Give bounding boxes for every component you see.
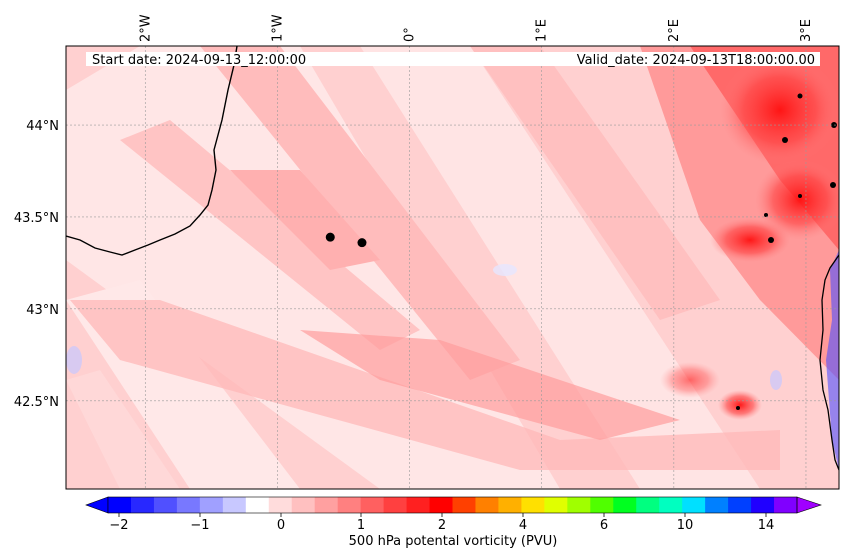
colorbar-segment	[199, 497, 224, 513]
colorbar-segment	[245, 497, 270, 513]
colorbar-segment	[337, 497, 362, 513]
station-marker	[357, 238, 367, 248]
colorbar-segment	[544, 497, 568, 513]
colorbar-tick-label: 14	[758, 518, 775, 533]
colorbar-segment	[705, 497, 729, 513]
colorbar-extend-max	[796, 496, 822, 514]
colorbar-segment	[774, 497, 798, 513]
colorbar-segment	[383, 497, 408, 513]
colorbar-segment	[567, 497, 591, 513]
colorbar-segment	[176, 497, 201, 513]
graticule	[66, 46, 839, 489]
colorbar-segment	[636, 497, 660, 513]
latitude-labels: 44°N 43.5°N 43°N 42.5°N	[14, 119, 59, 410]
colorbar-tick-label: −2	[109, 518, 128, 533]
colorbar-tick-label: 0	[277, 518, 285, 533]
valid-date-label: Valid_date: 2024-09-13T18:00:00.00	[577, 53, 815, 68]
colorbar-extend-min	[85, 496, 109, 514]
colorbar-segment	[613, 497, 637, 513]
colorbar-tick-label: 2	[438, 518, 446, 533]
longitude-label: 2°E	[667, 19, 682, 42]
latitude-label: 42.5°N	[14, 395, 59, 410]
colorbar-segment	[268, 497, 293, 513]
map-frame	[65, 45, 840, 490]
station-markers	[325, 232, 367, 248]
longitude-labels: 2°W 1°W 0° 1°E 2°E 3°E	[138, 14, 814, 42]
colorbar-segment	[314, 497, 339, 513]
longitude-label: 1°W	[270, 14, 285, 42]
latitude-label: 43°N	[26, 303, 59, 318]
colorbar-segment	[682, 497, 706, 513]
colorbar-segment	[498, 497, 522, 513]
longitude-label: 0°	[403, 27, 418, 42]
longitude-label: 1°E	[535, 19, 550, 42]
colorbar-tick-label: −1	[190, 518, 209, 533]
colorbar-segment	[659, 497, 683, 513]
colorbar: −2 −1 0 1 2 4 6 10 14	[85, 496, 822, 533]
colorbar-segment	[108, 497, 132, 513]
colorbar-frame	[107, 496, 798, 514]
longitude-label: 3°E	[799, 19, 814, 42]
coastline	[66, 46, 238, 256]
colorbar-segment	[360, 497, 385, 513]
longitude-label: 2°W	[138, 14, 153, 42]
colorbar-label: 500 hPa potental vorticity (PVU)	[349, 534, 558, 549]
colorbar-segment	[521, 497, 545, 513]
colorbar-segment	[429, 497, 453, 513]
colorbar-tick-label: 10	[677, 518, 694, 533]
colorbar-segment	[291, 497, 316, 513]
pv-field	[66, 46, 839, 489]
colorbar-segment	[475, 497, 499, 513]
colorbar-segment	[728, 497, 752, 513]
start-date-label: Start date: 2024-09-13_12:00:00	[92, 53, 306, 68]
colorbar-segment	[590, 497, 614, 513]
colorbar-segment	[130, 497, 155, 513]
date-banner	[86, 52, 820, 66]
colorbar-segment	[406, 497, 431, 513]
colorbar-tick-label: 4	[519, 518, 527, 533]
colorbar-segment	[751, 497, 775, 513]
latitude-label: 43.5°N	[14, 211, 59, 226]
colorbar-tick-label: 1	[357, 518, 365, 533]
colorbar-segment	[222, 497, 247, 513]
colorbar-tick-label: 6	[600, 518, 608, 533]
colorbar-segment	[452, 497, 476, 513]
colorbar-segment	[153, 497, 178, 513]
coastline-east	[819, 254, 839, 471]
latitude-label: 44°N	[26, 119, 59, 134]
station-marker	[325, 232, 335, 242]
